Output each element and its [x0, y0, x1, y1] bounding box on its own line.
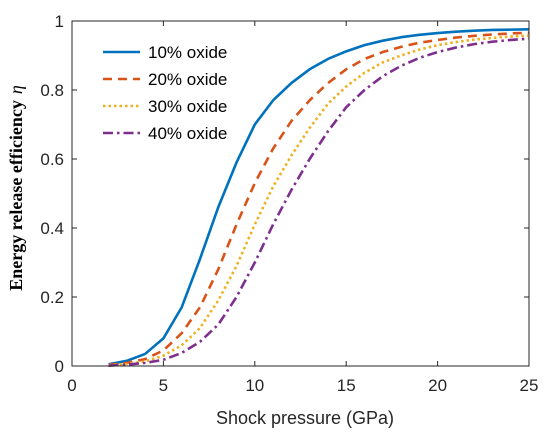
series-line-1	[108, 27, 530, 366]
legend-label-2: 20% oxide	[148, 70, 227, 89]
ticks: 0 5 10 15 20 25 0 0.2 0.4 0.6 0.8 1	[40, 12, 538, 395]
series-line-3	[108, 34, 530, 367]
x-tick-label: 25	[520, 376, 539, 395]
axes	[71, 20, 530, 367]
x-tick-label: 0	[67, 376, 76, 395]
x-tick-label: 5	[159, 376, 168, 395]
plot-area	[72, 21, 529, 366]
legend: 10% oxide 20% oxide 30% oxide 40% oxide	[103, 43, 227, 143]
y-tick-label: 0.6	[40, 150, 64, 169]
y-tick-label: 0.8	[40, 81, 64, 100]
x-tick-label: 20	[428, 376, 447, 395]
x-tick-label: 15	[337, 376, 356, 395]
y-axis-label-text: Energy release efficiency	[6, 100, 26, 291]
y-axis-label-symbol: η	[6, 85, 26, 94]
x-axis-label: Shock pressure (GPa)	[216, 408, 394, 428]
legend-label-1: 10% oxide	[148, 43, 227, 62]
y-axis-label: Energy release efficiency η	[6, 85, 26, 291]
y-tick-label: 0.4	[40, 219, 64, 238]
legend-label-4: 40% oxide	[148, 124, 227, 143]
plot-background	[72, 21, 529, 366]
axes-box	[71, 20, 530, 367]
legend-label-3: 30% oxide	[148, 97, 227, 116]
series-layer	[108, 27, 530, 367]
x-tick-label: 10	[245, 376, 264, 395]
series-line-4	[108, 37, 530, 367]
y-tick-label: 0.2	[40, 288, 64, 307]
y-tick-label: 0	[55, 357, 64, 376]
series-line-2	[108, 31, 530, 367]
y-tick-label: 1	[55, 12, 64, 31]
